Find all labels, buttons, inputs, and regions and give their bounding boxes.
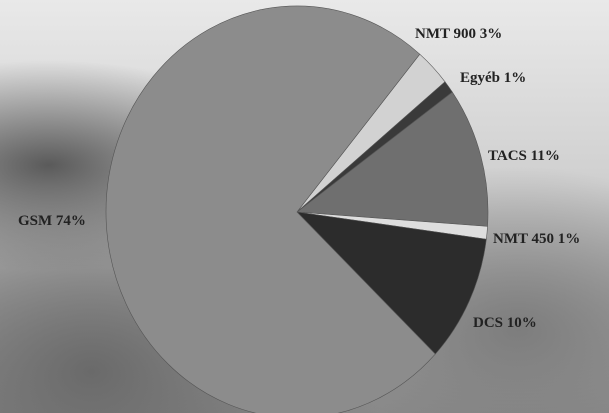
category-label: TACS	[488, 148, 527, 164]
slice-label: GSM 74%	[18, 213, 86, 229]
page: NMT 900 3% Egyéb 1% TACS 11% NMT 450 1% DCS …	[0, 0, 609, 413]
category-label: NMT 900	[415, 26, 476, 42]
value-label: 3%	[480, 26, 503, 42]
chart: NMT 900 3% Egyéb 1% TACS 11% NMT 450 1% DCS …	[0, 0, 609, 413]
slice-label: Egyéb 1%	[460, 70, 526, 86]
slice-label: TACS 11%	[488, 148, 560, 164]
value-label: 1%	[504, 70, 527, 86]
slice-label: NMT 450 1%	[493, 231, 580, 247]
slice-label: NMT 900 3%	[415, 26, 502, 42]
category-label: NMT 450	[493, 231, 554, 247]
category-label: DCS	[473, 315, 503, 331]
value-label: 1%	[558, 231, 581, 247]
category-label: GSM	[18, 213, 52, 229]
category-label: Egyéb	[460, 70, 500, 86]
value-label: 74%	[56, 213, 86, 229]
value-label: 11%	[531, 148, 560, 164]
value-label: 10%	[507, 315, 537, 331]
slice-label: DCS 10%	[473, 315, 537, 331]
